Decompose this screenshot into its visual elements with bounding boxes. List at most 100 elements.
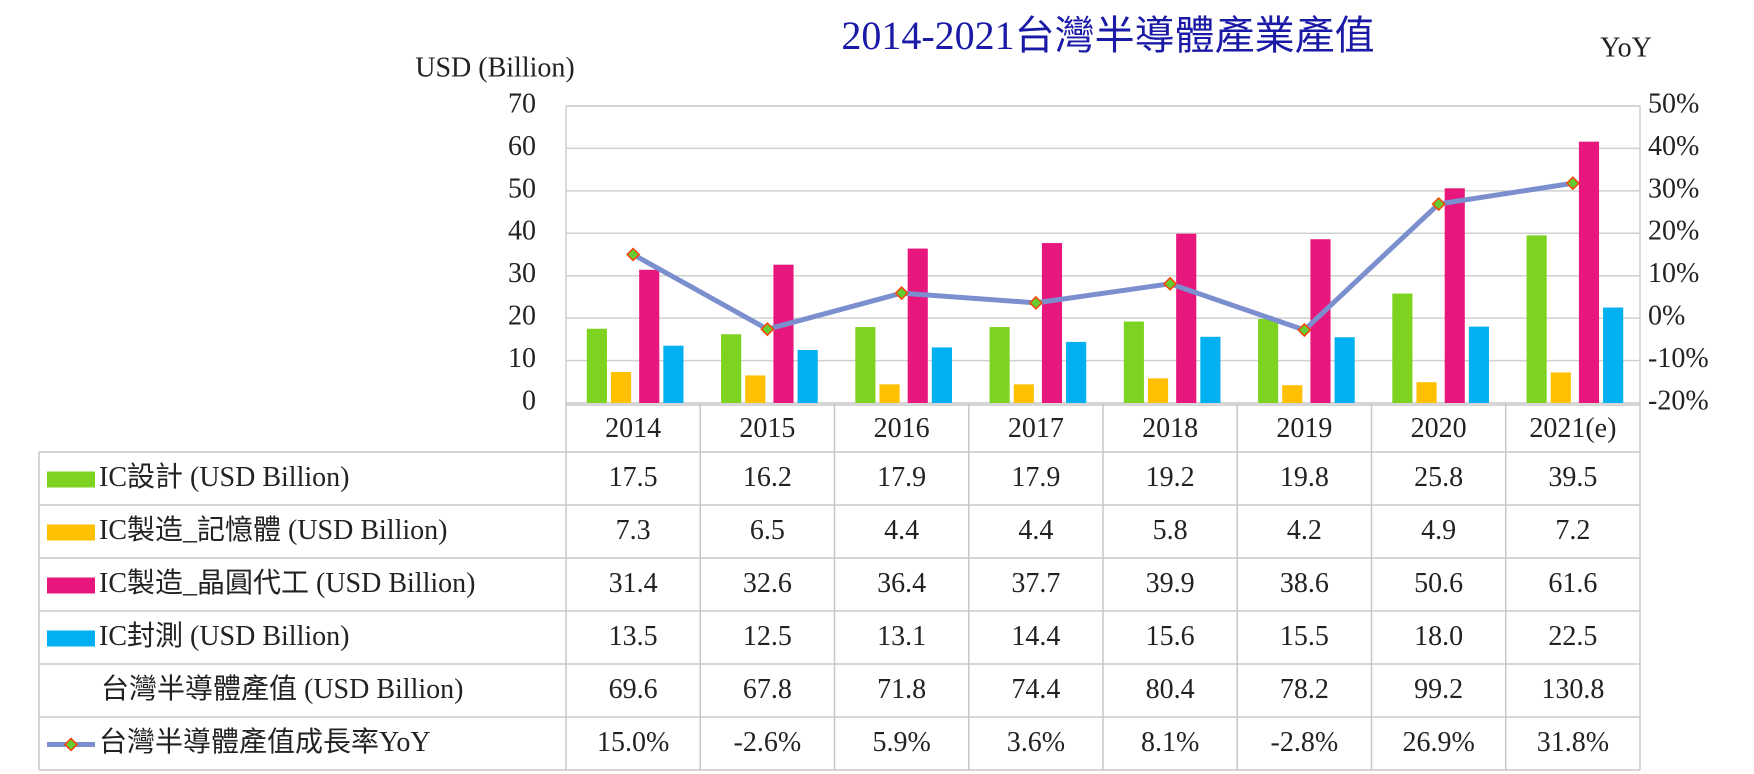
table-cell: 16.2	[743, 462, 792, 493]
table-cell: 13.5	[609, 621, 658, 652]
bar	[1578, 141, 1600, 403]
table-cell: 18.0	[1414, 621, 1463, 652]
bar	[931, 347, 952, 403]
legend-label: IC封測 (USD Billion)	[99, 620, 349, 652]
bar	[586, 328, 607, 403]
table-cell: 26.9%	[1402, 727, 1474, 758]
x-tick-label: 2019	[1276, 413, 1332, 444]
y2-tick-label: 20%	[1648, 216, 1699, 247]
legend-swatch	[47, 471, 95, 488]
table-cell: 80.4	[1146, 674, 1195, 705]
y2-tick-label: -20%	[1648, 385, 1709, 416]
table-cell: 38.6	[1280, 568, 1329, 599]
y2-tick-label: 40%	[1648, 131, 1699, 162]
marker	[1028, 295, 1043, 310]
y-tick-label: 10	[508, 343, 536, 374]
table-cell: 39.5	[1548, 462, 1597, 493]
table-cell: 19.8	[1280, 462, 1329, 493]
bar	[1176, 233, 1197, 403]
bar	[610, 372, 632, 403]
y2-tick-label: 50%	[1648, 88, 1699, 119]
table-cell: 5.9%	[872, 727, 930, 758]
bar	[1282, 385, 1303, 403]
marker	[894, 286, 909, 301]
bar	[1013, 384, 1034, 403]
bar	[745, 375, 766, 403]
table-cell: 12.5	[743, 621, 792, 652]
bar	[1603, 307, 1624, 403]
bar	[855, 327, 876, 403]
y2-tick-label: 0%	[1648, 301, 1685, 332]
y-axis-label: USD (Billion)	[415, 52, 574, 83]
table-cell: 69.6	[609, 674, 658, 705]
chart-title: 2014-2021台灣半導體產業產值	[841, 13, 1374, 58]
x-tick-label: 2014	[605, 413, 661, 444]
y2-tick-label: 10%	[1648, 258, 1699, 289]
table-cell: 36.4	[877, 568, 926, 599]
bar	[773, 264, 794, 403]
table-cell: 39.9	[1146, 568, 1195, 599]
table-cell: 4.2	[1287, 515, 1322, 546]
x-tick-label: 2021(e)	[1529, 413, 1616, 444]
table-cell: 4.4	[1018, 515, 1053, 546]
table-cell: 32.6	[743, 568, 792, 599]
table-cell: 37.7	[1011, 568, 1060, 599]
table-cell: 13.1	[877, 621, 926, 652]
y-tick-label: 30	[508, 258, 536, 289]
table-cell: 22.5	[1548, 621, 1597, 652]
line	[631, 180, 1574, 333]
table-cell: 67.8	[743, 674, 792, 705]
marker	[626, 247, 641, 262]
marker	[1297, 322, 1312, 338]
table-cell: 17.9	[1011, 462, 1060, 493]
table-cell: 7.2	[1555, 515, 1590, 546]
table-cell: 74.4	[1011, 674, 1060, 705]
table-cell: 25.8	[1414, 462, 1463, 493]
y-tick-label: 0	[522, 385, 536, 416]
table-cell: 6.5	[750, 515, 785, 546]
bar	[1147, 378, 1169, 403]
bar	[1392, 293, 1413, 403]
legend-label: IC製造_晶圓代工 (USD Billion)	[99, 567, 475, 599]
bar	[1258, 318, 1279, 403]
bar	[1041, 243, 1063, 403]
legend-label: IC製造_記憶體 (USD Billion)	[99, 514, 447, 546]
table-cell: 130.8	[1541, 674, 1604, 705]
x-tick-label: 2017	[1008, 413, 1064, 444]
bar	[1416, 382, 1437, 403]
bar	[907, 248, 928, 403]
table-cell: -2.6%	[734, 727, 802, 758]
bar	[1310, 239, 1331, 403]
bar	[1550, 372, 1571, 403]
table-cell: 5.8	[1153, 515, 1188, 546]
y2-tick-label: 30%	[1648, 173, 1699, 204]
table-cell: 15.0%	[597, 727, 669, 758]
table-cell: 3.6%	[1007, 727, 1065, 758]
bar	[1200, 336, 1221, 403]
y-tick-label: 60	[508, 131, 536, 162]
legend-marker	[63, 737, 79, 752]
table-cell: 7.3	[616, 515, 651, 546]
y2-axis-label: YoY	[1600, 32, 1652, 63]
y-tick-label: 20	[508, 301, 536, 332]
bar	[663, 345, 684, 403]
table-cell: 78.2	[1280, 674, 1329, 705]
table-cell: 14.4	[1011, 621, 1060, 652]
table-cell: 31.8%	[1537, 727, 1609, 758]
legend-swatch	[47, 577, 95, 594]
table-cell: 8.1%	[1141, 727, 1199, 758]
legend-label: IC設計 (USD Billion)	[99, 461, 349, 493]
x-tick-label: 2020	[1411, 413, 1467, 444]
table-cell: 71.8	[877, 674, 926, 705]
table-cell: 61.6	[1548, 568, 1597, 599]
bar	[989, 327, 1010, 403]
table-cell: 99.2	[1414, 674, 1463, 705]
table-cell: -2.8%	[1271, 727, 1339, 758]
bar	[1526, 235, 1547, 403]
y2-tick-label: -10%	[1648, 343, 1709, 374]
y-tick-label: 50	[508, 173, 536, 204]
bar	[879, 384, 900, 403]
table-cell: 19.2	[1146, 462, 1195, 493]
bar	[1066, 341, 1087, 403]
